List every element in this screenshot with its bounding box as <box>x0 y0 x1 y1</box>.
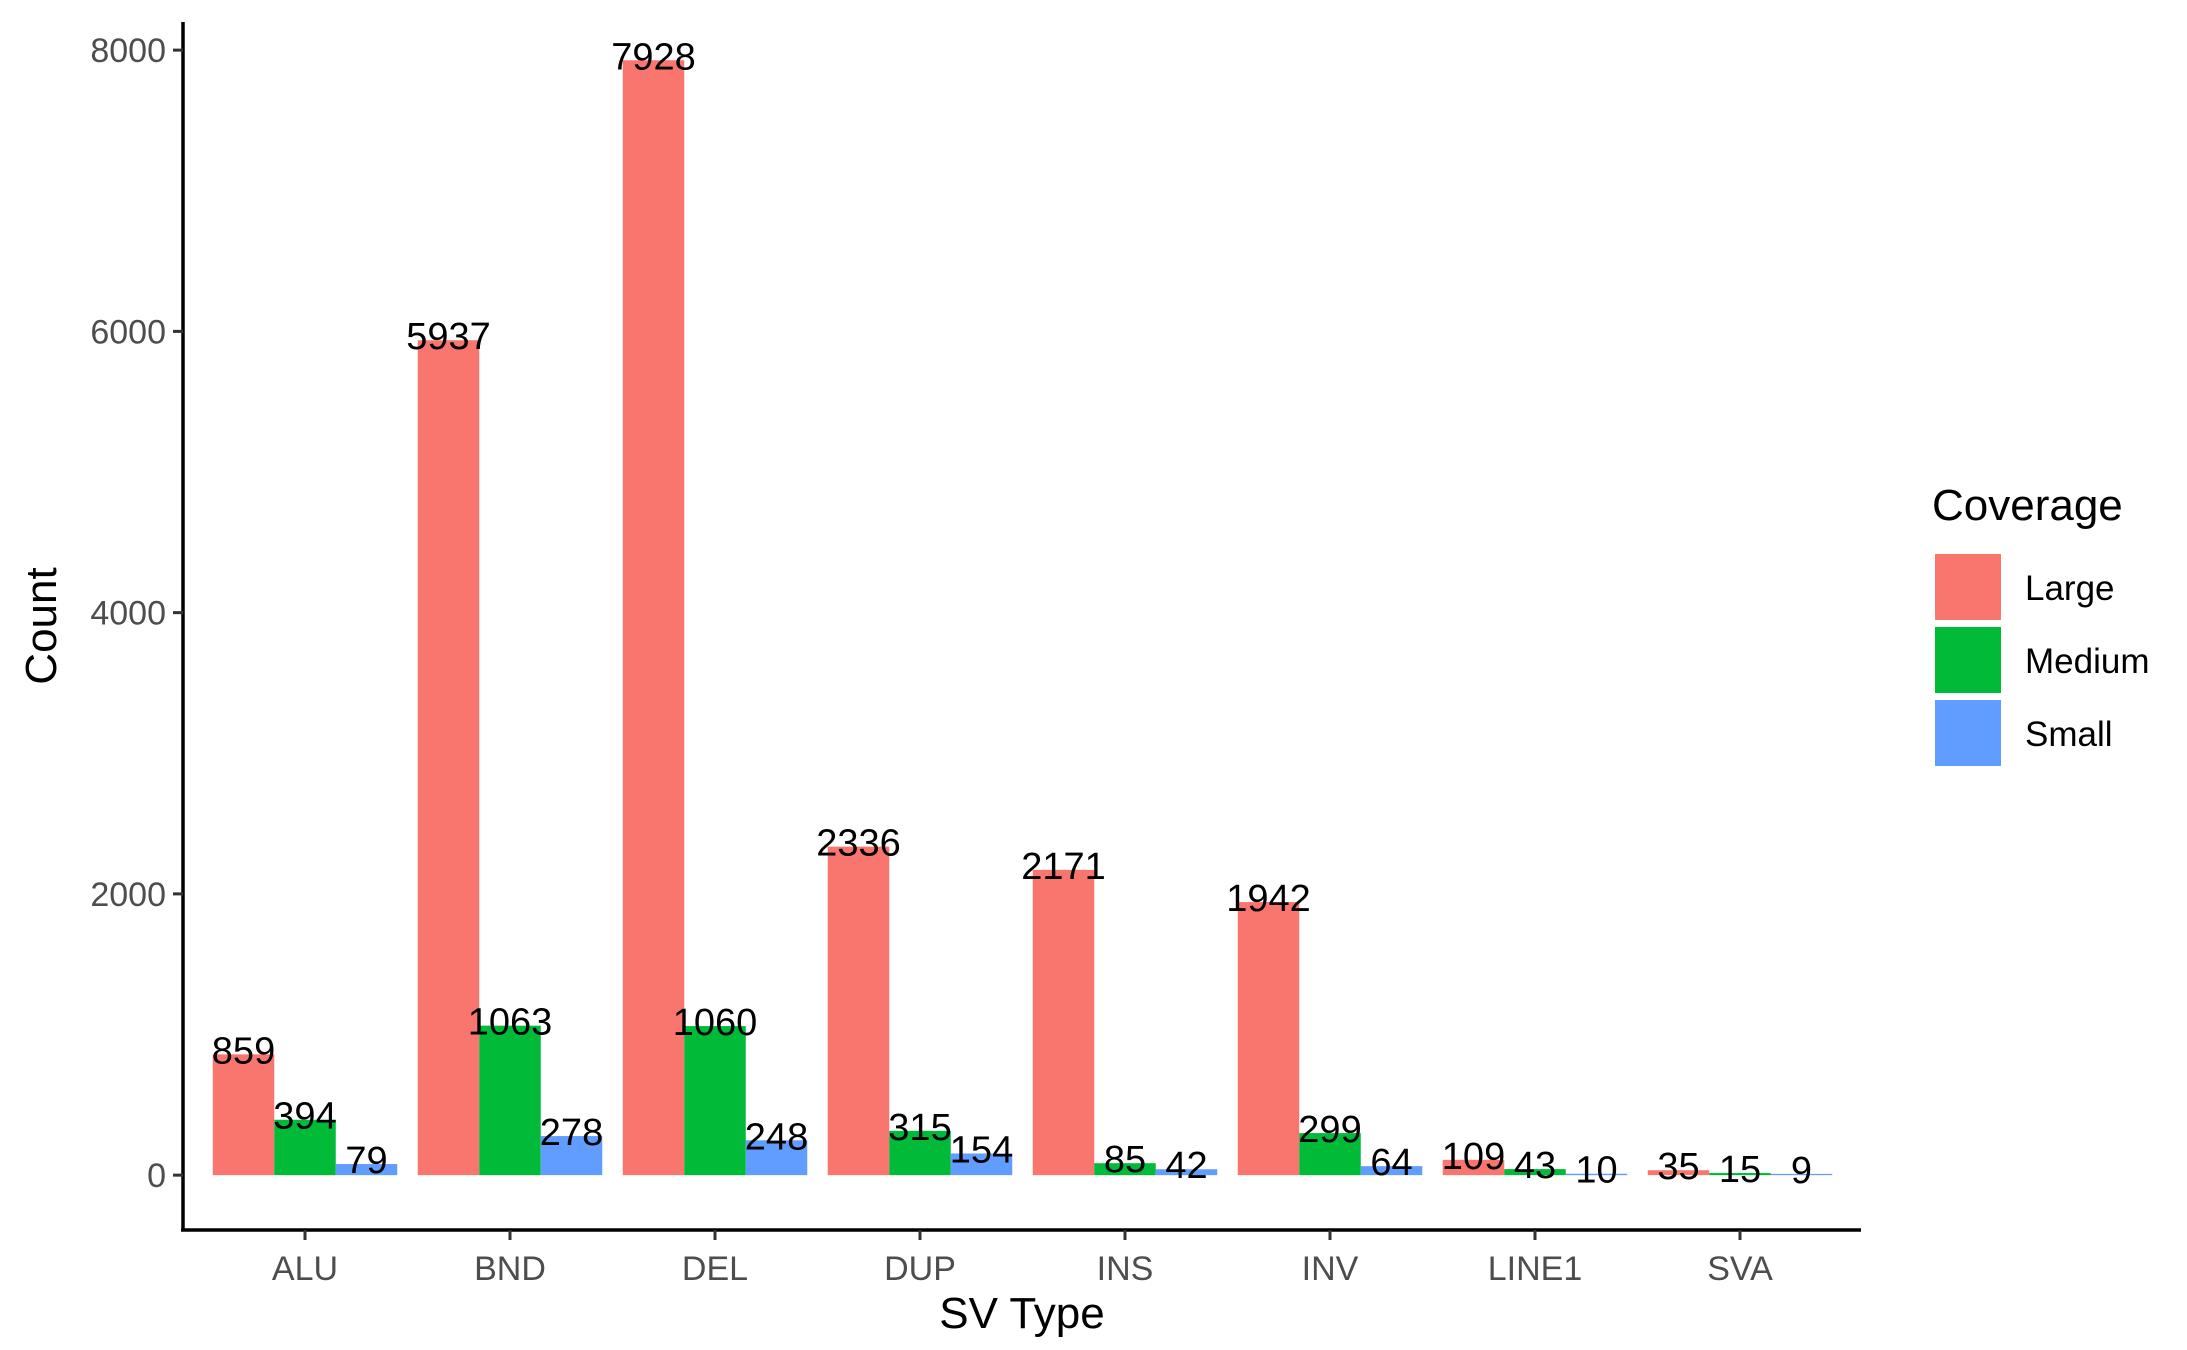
data-label-del-large: 7928 <box>611 36 696 78</box>
data-label-ins-large: 2171 <box>1021 846 1106 888</box>
data-label-line1-medium: 43 <box>1514 1145 1556 1187</box>
legend-title: Coverage <box>1932 481 2123 530</box>
bar-inv-medium <box>1299 1133 1361 1176</box>
data-label-sva-medium: 15 <box>1719 1149 1761 1191</box>
legend-key-large <box>1935 554 2001 620</box>
bar-inv-large <box>1237 902 1300 1176</box>
x-tick-label-alu: ALU <box>272 1250 338 1288</box>
data-label-sva-large: 35 <box>1657 1146 1699 1188</box>
y-axis-title: Count <box>17 567 66 684</box>
bar-del-large <box>622 60 685 1176</box>
y-tick-label: 8000 <box>90 32 166 70</box>
bar-alu-small <box>335 1164 398 1176</box>
bar-alu-large <box>212 1054 275 1176</box>
data-label-ins-medium: 85 <box>1104 1139 1146 1181</box>
bar-ins-large <box>1032 869 1095 1176</box>
y-tick-label: 6000 <box>90 313 166 351</box>
data-label-alu-large: 859 <box>212 1030 275 1072</box>
x-tick-label-bnd: BND <box>474 1250 546 1288</box>
bar-sva-small <box>1770 1173 1833 1176</box>
bar-bnd-small <box>540 1136 603 1176</box>
x-tick-label-dup: DUP <box>884 1250 956 1288</box>
x-tick-label-del: DEL <box>682 1250 748 1288</box>
data-label-bnd-medium: 1063 <box>468 1002 553 1044</box>
bar-inv-small <box>1360 1166 1423 1176</box>
x-axis-title: SV Type <box>939 1289 1105 1338</box>
data-label-del-small: 248 <box>745 1116 808 1158</box>
legend-key-medium <box>1935 627 2001 693</box>
bar-line1-small <box>1565 1173 1628 1176</box>
data-label-bnd-large: 5937 <box>406 316 491 358</box>
bar-del-small <box>745 1140 808 1176</box>
data-label-del-medium: 1060 <box>673 1002 758 1044</box>
y-axis-ticks: 0 2000 4000 6000 8000 <box>90 32 183 1195</box>
x-tick-label-inv: INV <box>1302 1250 1359 1288</box>
y-tick-label: 2000 <box>90 876 166 914</box>
bar-ins-medium <box>1094 1163 1156 1176</box>
y-tick-label: 0 <box>147 1157 166 1195</box>
bar-dup-medium <box>889 1130 951 1176</box>
legend-label-medium: Medium <box>2025 642 2149 681</box>
bar-line1-medium <box>1504 1169 1566 1176</box>
bar-dup-small <box>950 1153 1013 1176</box>
x-axis-ticks: ALU BND DEL DUP INS INV LINE1 SVA <box>272 1230 1773 1288</box>
legend-label-large: Large <box>2025 569 2115 608</box>
y-tick-label: 4000 <box>90 595 166 633</box>
data-label-line1-large: 109 <box>1442 1136 1505 1178</box>
bar-alu-medium <box>274 1119 336 1176</box>
data-label-ins-small: 42 <box>1165 1145 1207 1187</box>
data-label-inv-small: 64 <box>1370 1142 1412 1184</box>
data-label-alu-medium: 394 <box>273 1096 336 1138</box>
legend-label-small: Small <box>2025 715 2113 754</box>
data-label-inv-medium: 299 <box>1298 1109 1361 1151</box>
data-labels-layer: 8593947959371063278792810602482336315154… <box>212 36 1812 1192</box>
bar-sva-medium <box>1709 1173 1771 1176</box>
data-label-dup-medium: 315 <box>888 1107 951 1149</box>
data-label-dup-large: 2336 <box>816 823 901 865</box>
bar-sva-large <box>1647 1170 1710 1176</box>
x-tick-label-ins: INS <box>1097 1250 1154 1288</box>
data-label-bnd-small: 278 <box>540 1112 603 1154</box>
bar-bnd-large <box>417 340 480 1176</box>
data-label-alu-small: 79 <box>345 1140 387 1182</box>
data-label-dup-small: 154 <box>950 1129 1013 1171</box>
x-tick-label-line1: LINE1 <box>1488 1250 1583 1288</box>
bar-line1-large <box>1442 1159 1505 1176</box>
legend-key-small <box>1935 700 2001 766</box>
data-label-sva-small: 9 <box>1791 1150 1812 1192</box>
bar-dup-large <box>827 846 890 1176</box>
data-label-line1-small: 10 <box>1575 1150 1617 1192</box>
bar-del-medium <box>684 1026 746 1176</box>
bar-ins-small <box>1155 1169 1218 1176</box>
data-label-inv-large: 1942 <box>1226 878 1311 920</box>
legend: Coverage Large Medium Small <box>1932 481 2149 766</box>
bars-layer <box>212 60 1833 1176</box>
x-tick-label-sva: SVA <box>1707 1250 1773 1288</box>
bar-bnd-medium <box>479 1025 541 1176</box>
